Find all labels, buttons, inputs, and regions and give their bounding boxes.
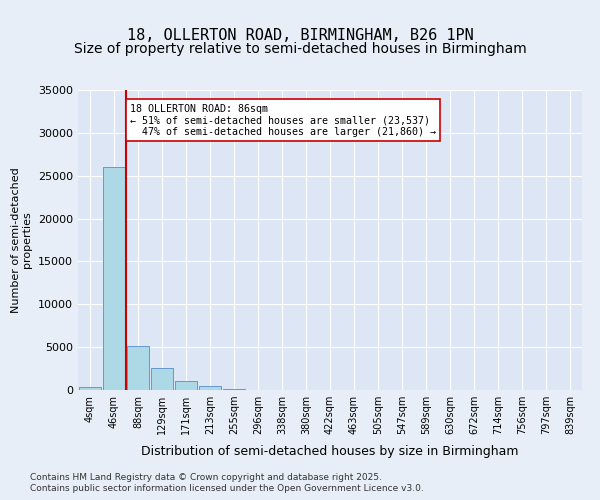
Bar <box>127 346 149 390</box>
Bar <box>103 167 125 390</box>
Bar <box>175 382 197 390</box>
X-axis label: Distribution of semi-detached houses by size in Birmingham: Distribution of semi-detached houses by … <box>141 446 519 458</box>
Text: Contains public sector information licensed under the Open Government Licence v3: Contains public sector information licen… <box>30 484 424 493</box>
Bar <box>151 368 173 390</box>
Bar <box>79 386 101 390</box>
Y-axis label: Number of semi-detached
properties: Number of semi-detached properties <box>11 167 32 313</box>
Bar <box>199 386 221 390</box>
Text: Size of property relative to semi-detached houses in Birmingham: Size of property relative to semi-detach… <box>74 42 526 56</box>
Text: 18, OLLERTON ROAD, BIRMINGHAM, B26 1PN: 18, OLLERTON ROAD, BIRMINGHAM, B26 1PN <box>127 28 473 42</box>
Text: Contains HM Land Registry data © Crown copyright and database right 2025.: Contains HM Land Registry data © Crown c… <box>30 472 382 482</box>
Text: 18 OLLERTON ROAD: 86sqm
← 51% of semi-detached houses are smaller (23,537)
  47%: 18 OLLERTON ROAD: 86sqm ← 51% of semi-de… <box>130 104 436 136</box>
Bar <box>223 389 245 390</box>
